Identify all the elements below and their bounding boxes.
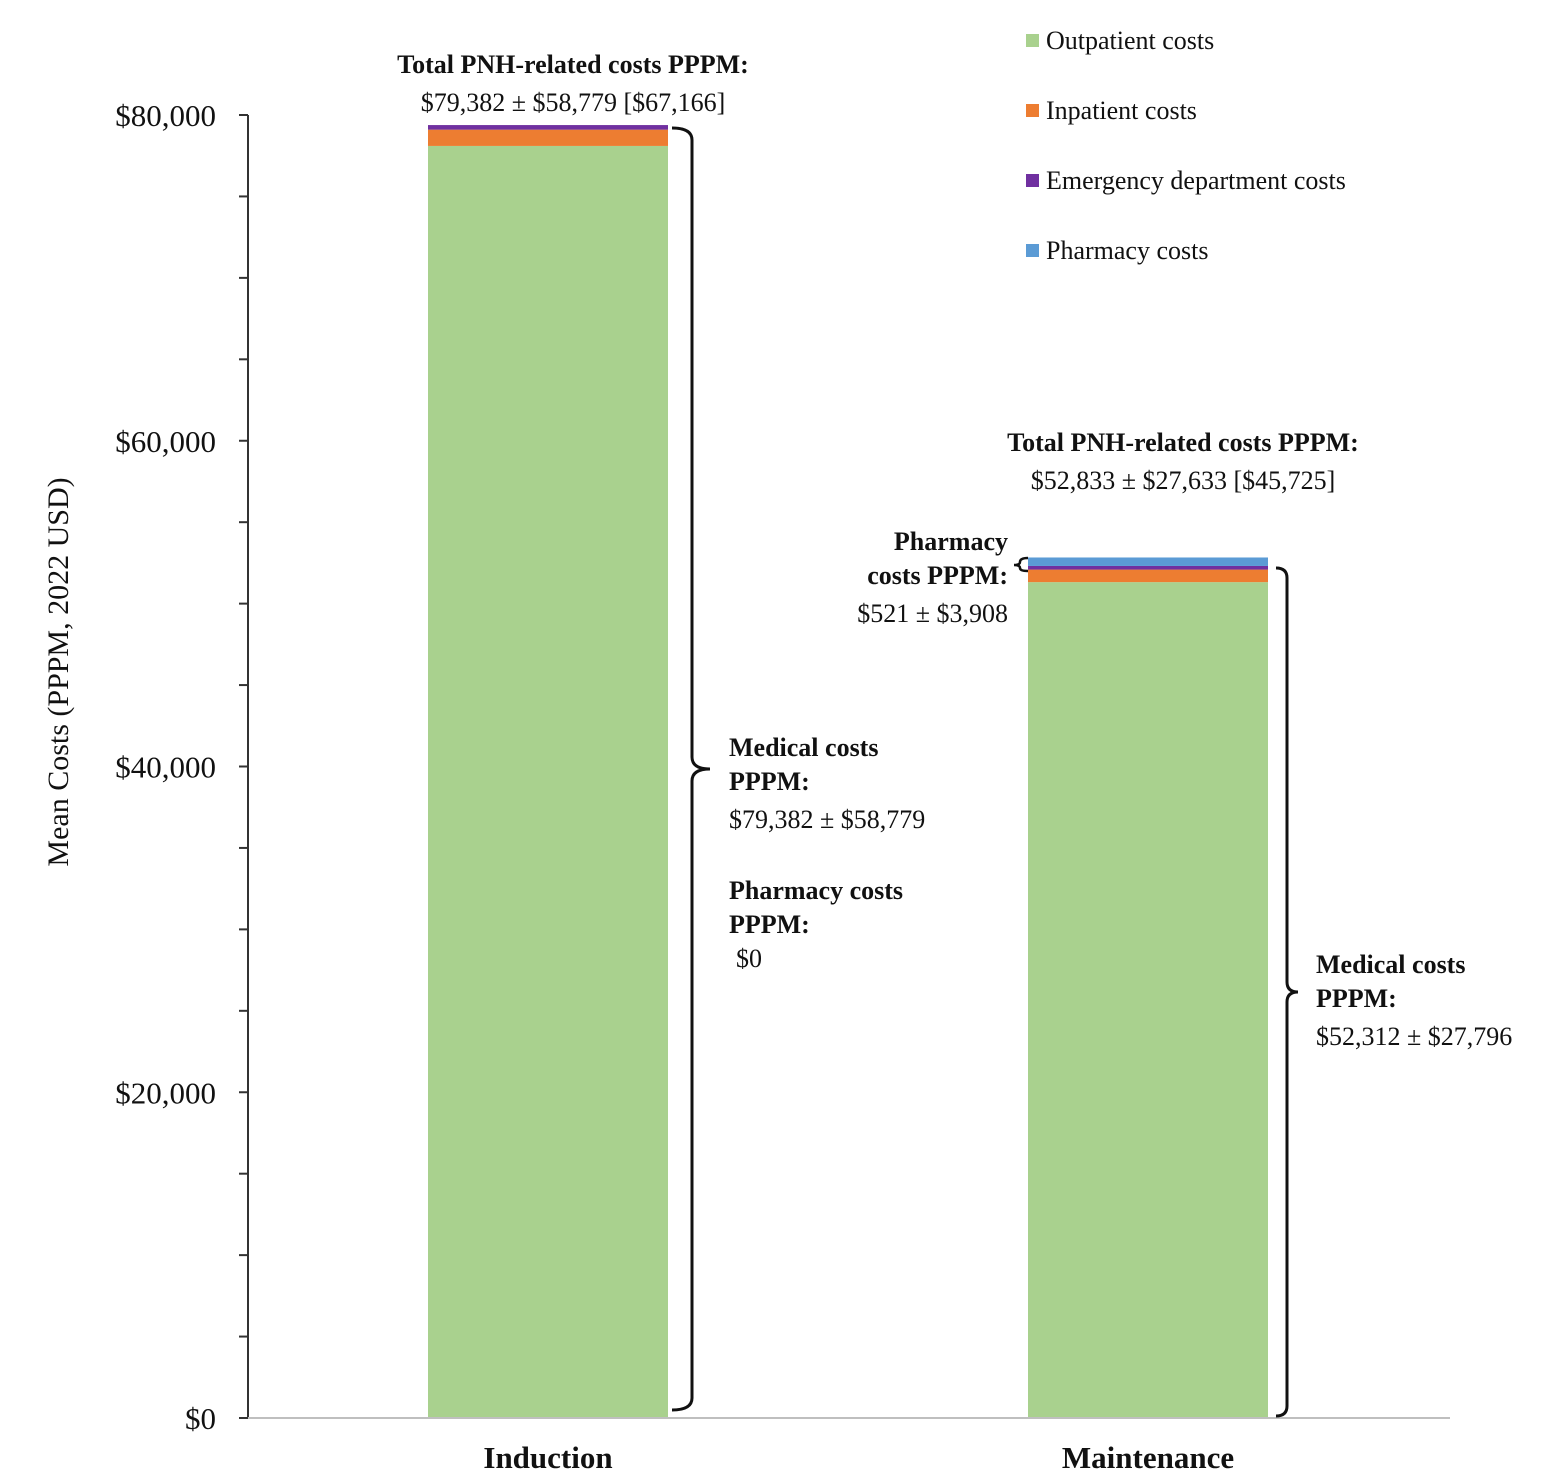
induction-medical-title-1: Medical costs: [729, 733, 878, 762]
induction-medical-bracket: [671, 126, 711, 1412]
maintenance-total-value: $52,833 ± $27,633 [$45,725]: [1031, 466, 1336, 495]
legend-swatch-pharmacy: [1026, 244, 1039, 257]
category-label-maintenance: Maintenance: [1062, 1440, 1234, 1475]
y-tick-label: $0: [185, 1401, 216, 1436]
induction-medical-title-2: PPPM:: [729, 767, 810, 796]
y-tick-label: $20,000: [115, 1075, 216, 1110]
bar-segment-maintenance-inpatient-costs: [1028, 569, 1268, 583]
y-tick-label: $80,000: [115, 98, 216, 133]
legend-label-pharmacy: Pharmacy costs: [1046, 236, 1208, 265]
legend-label-emergency: Emergency department costs: [1046, 166, 1346, 195]
y-tick-label: $60,000: [115, 424, 216, 459]
ticks-layer: $0 $20,000 $40,000 $60,000 $80,000: [115, 98, 248, 1436]
induction-total-title: Total PNH-related costs PPPM:: [397, 50, 749, 79]
maintenance-medical-title-1: Medical costs: [1316, 950, 1465, 979]
legend-label-outpatient: Outpatient costs: [1046, 26, 1214, 55]
bar-segment-maintenance-outpatient-costs: [1028, 582, 1268, 1418]
induction-pharmacy-title-2: PPPM:: [729, 910, 810, 939]
maintenance-medical-title-2: PPPM:: [1316, 984, 1397, 1013]
legend-label-inpatient: Inpatient costs: [1046, 96, 1197, 125]
y-axis-label: Mean Costs (PPPM, 2022 USD): [42, 477, 75, 866]
bar-segment-maintenance-pharmacy-costs: [1028, 557, 1268, 566]
legend-swatch-inpatient: [1026, 104, 1039, 117]
induction-medical-value: $79,382 ± $58,779: [729, 805, 925, 834]
y-tick-label: $40,000: [115, 750, 216, 785]
bar-segment-induction-outpatient-costs: [428, 145, 668, 1418]
legend-swatch-outpatient: [1026, 34, 1039, 47]
category-label-induction: Induction: [483, 1440, 612, 1475]
maintenance-pharmacy-title-2: costs PPPM:: [867, 561, 1008, 590]
legend: Outpatient costs Inpatient costs Emergen…: [1026, 26, 1346, 265]
bar-segment-maintenance-emergency-department-costs: [1028, 565, 1268, 570]
bar-segment-induction-inpatient-costs: [428, 129, 668, 146]
maintenance-medical-bracket: [1275, 566, 1299, 1418]
maintenance-pharmacy-value: $521 ± $3,908: [857, 599, 1008, 628]
bars-layer: [428, 125, 1268, 1418]
maintenance-medical-value: $52,312 ± $27,796: [1316, 1022, 1512, 1051]
maintenance-total-title: Total PNH-related costs PPPM:: [1007, 428, 1359, 457]
maintenance-pharmacy-bracket: [1013, 556, 1029, 573]
bar-segment-induction-emergency-department-costs: [428, 125, 668, 130]
maintenance-pharmacy-title-1: Pharmacy: [894, 527, 1008, 556]
induction-pharmacy-value: $0: [736, 944, 762, 973]
legend-swatch-emergency: [1026, 174, 1039, 187]
induction-total-value: $79,382 ± $58,779 [$67,166]: [421, 88, 726, 117]
induction-pharmacy-title-1: Pharmacy costs: [729, 876, 903, 905]
